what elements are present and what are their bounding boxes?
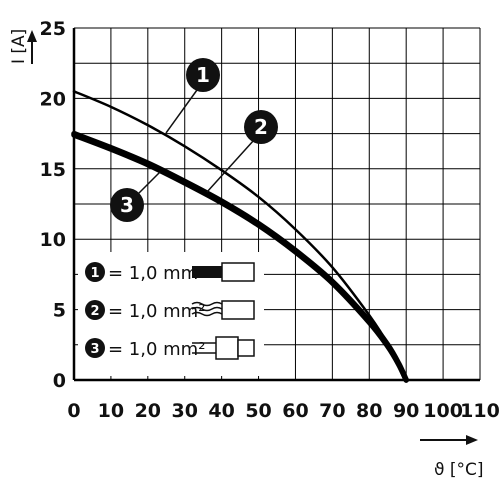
svg-text:= 1,0 mm²: = 1,0 mm² — [108, 263, 205, 284]
callout-3-badge: 3 — [110, 188, 144, 222]
callout-2-badge: 2 — [244, 110, 278, 144]
x-tick-label: 110 — [460, 400, 500, 422]
x-tick-label: 0 — [67, 400, 80, 422]
legend-item-1: 1 = 1,0 mm² — [85, 262, 255, 284]
curves — [71, 90, 409, 383]
x-tick-label: 80 — [356, 400, 382, 422]
x-tick-label: 90 — [393, 400, 419, 422]
solid-conductor-icon — [192, 262, 255, 282]
callout-3-leader — [135, 171, 161, 197]
y-tick-label: 20 — [40, 88, 66, 110]
x-axis-label: ϑ [°C] — [434, 460, 484, 480]
x-tick-label: 10 — [98, 400, 124, 422]
stranded-conductor-icon — [191, 300, 255, 320]
grid — [72, 27, 481, 382]
y-tick-label: 10 — [40, 229, 66, 251]
x-tick-label: 60 — [282, 400, 308, 422]
legend-item-2: 2 = 1,0 mm² — [85, 300, 255, 322]
y-tick-label: 0 — [53, 370, 66, 392]
svg-text:1: 1 — [196, 63, 210, 87]
svg-text:2: 2 — [254, 115, 268, 139]
callout-1-badge: 1 — [186, 58, 220, 92]
y-axis-arrow-icon — [27, 30, 37, 42]
x-tick-label: 20 — [135, 400, 161, 422]
ferrule-conductor-icon — [192, 336, 255, 360]
x-tick-label: 30 — [172, 400, 198, 422]
y-tick-label: 5 — [53, 300, 66, 322]
svg-text:= 1,0 mm²: = 1,0 mm² — [108, 301, 205, 322]
svg-text:2: 2 — [90, 304, 99, 319]
series-line-3 — [71, 130, 409, 383]
svg-text:3: 3 — [120, 193, 134, 217]
svg-text:3: 3 — [90, 342, 99, 357]
legend-item-3: 3 = 1,0 mm² — [85, 336, 255, 360]
x-axis-arrow-icon — [466, 435, 478, 445]
callout-1-leader — [165, 89, 198, 134]
svg-text:1: 1 — [90, 266, 99, 281]
callout-2-leader — [206, 139, 255, 193]
y-tick-label: 15 — [40, 159, 66, 181]
x-tick-label: 50 — [245, 400, 271, 422]
svg-text:= 1,0 mm²: = 1,0 mm² — [108, 339, 205, 360]
y-axis-label: I [A] — [9, 29, 29, 64]
y-tick-label: 25 — [40, 18, 66, 40]
x-tick-label: 100 — [423, 400, 463, 422]
legend: 1 = 1,0 mm² 2 = 1,0 mm² 3 = 1,0 mm² — [78, 252, 264, 376]
x-tick-label: 40 — [208, 400, 234, 422]
x-tick-label: 70 — [319, 400, 345, 422]
